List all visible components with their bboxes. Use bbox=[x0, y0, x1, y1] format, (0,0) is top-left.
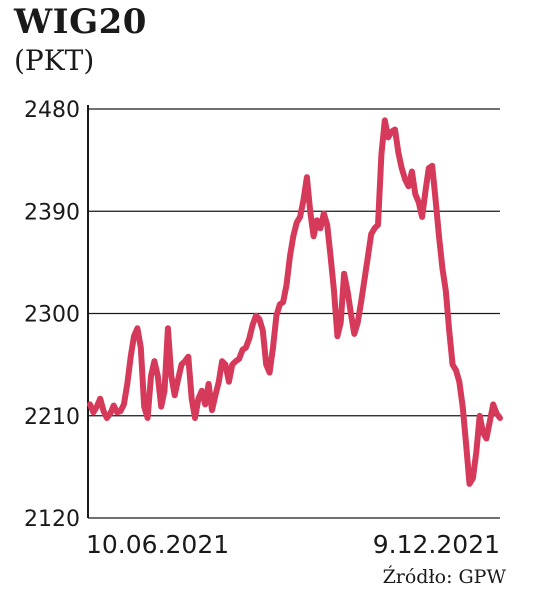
y-tick-label: 2480 bbox=[24, 98, 80, 123]
x-axis-tick-labels: 10.06.2021 9.12.2021 bbox=[86, 530, 500, 559]
series-line-group bbox=[87, 117, 503, 487]
y-axis-tick-labels: 2480 2390 2300 2210 2120 bbox=[24, 98, 80, 532]
y-tick-label: 2300 bbox=[24, 303, 80, 328]
chart-title: WIG20 bbox=[14, 2, 147, 42]
x-tick-label-start: 10.06.2021 bbox=[86, 530, 229, 559]
source-note: Źródło: GPW bbox=[382, 566, 506, 588]
chart-subtitle: (PKT) bbox=[14, 44, 95, 77]
y-tick-label: 2390 bbox=[24, 200, 80, 225]
y-tick-label: 2210 bbox=[24, 405, 80, 430]
x-tick-label-end: 9.12.2021 bbox=[373, 530, 500, 559]
gridlines bbox=[88, 108, 500, 519]
y-tick-label: 2120 bbox=[24, 507, 80, 532]
series-line bbox=[87, 117, 503, 487]
